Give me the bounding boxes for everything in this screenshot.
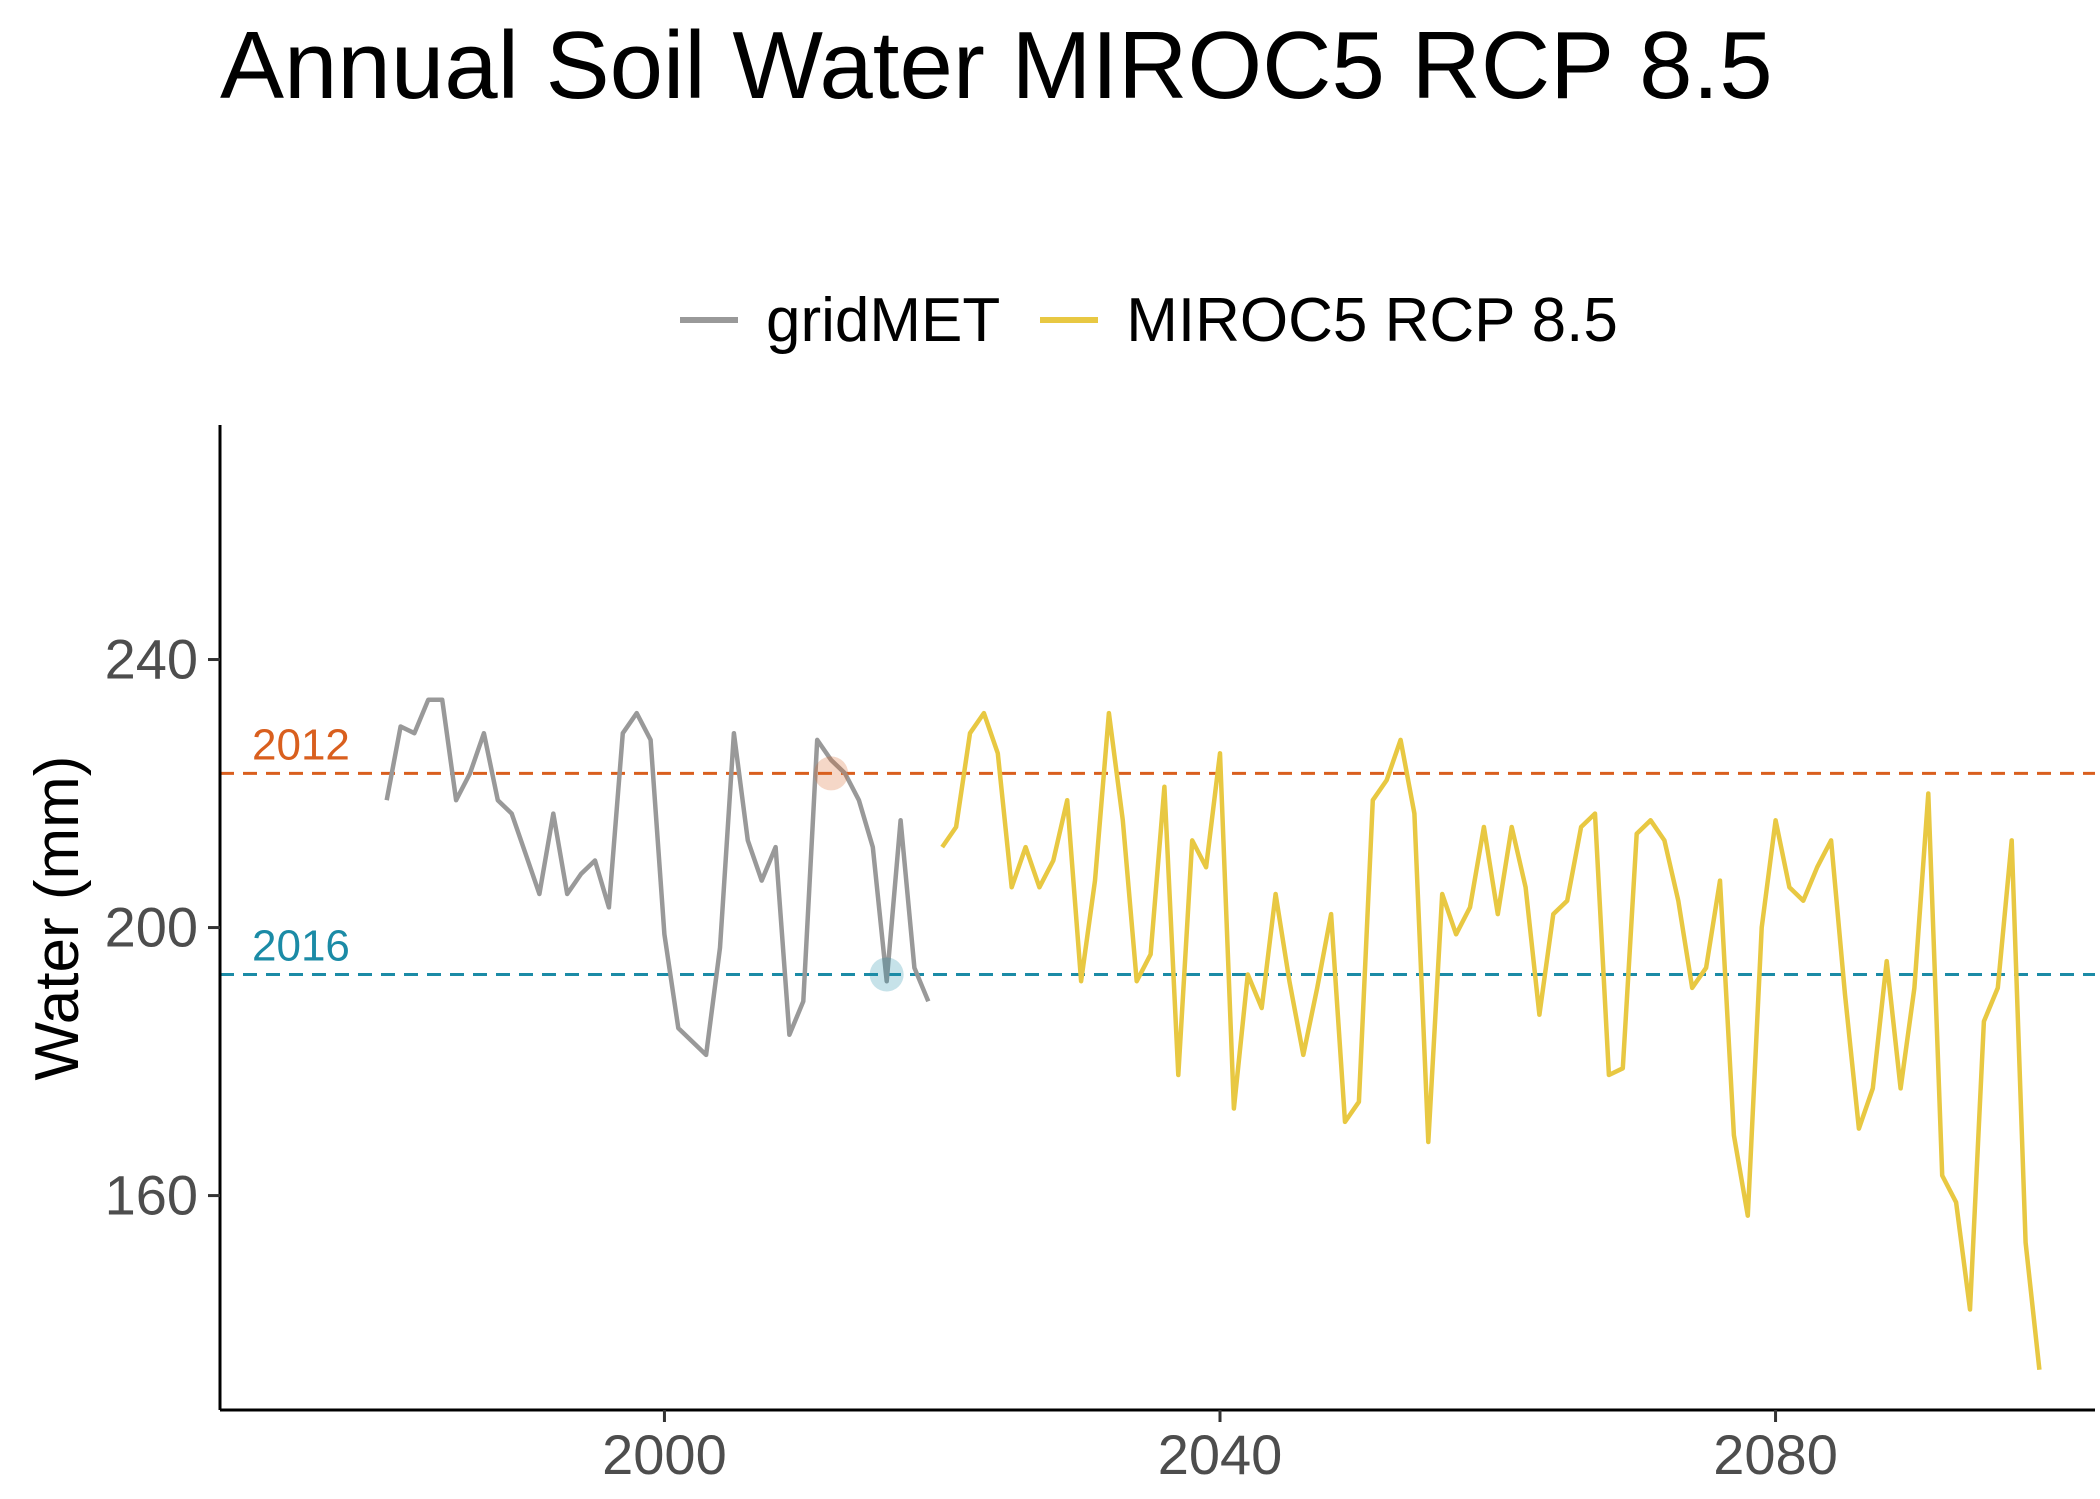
reference-lines: 2012 2016 (220, 720, 2095, 976)
x-tick-label: 2040 (1158, 1423, 1283, 1486)
reference-markers (814, 756, 904, 992)
legend-item-gridmet: gridMET (680, 285, 1000, 356)
x-tick-label: 2080 (1713, 1423, 1838, 1486)
y-axis-title: Water (mm) (23, 756, 92, 1081)
reference-marker-2012 (814, 756, 849, 791)
legend-item-miroc5: MIROC5 RCP 8.5 (1040, 285, 1618, 356)
series-line-0 (384, 697, 931, 1058)
chart-title: Annual Soil Water MIROC5 RCP 8.5 (220, 12, 1773, 119)
legend-label-gridmet: gridMET (766, 285, 1001, 355)
y-axis-ticks: 160 200 240 (105, 628, 220, 1227)
reference-marker-2016 (869, 957, 904, 992)
legend-label-miroc5: MIROC5 RCP 8.5 (1126, 285, 1618, 355)
reference-label-2012: 2012 (252, 720, 350, 769)
series-lines (384, 697, 2042, 1371)
x-tick-label: 2000 (602, 1423, 727, 1486)
x-axis-ticks: 2000 2040 2080 (602, 1410, 1838, 1486)
legend-swatch-miroc5 (1040, 317, 1099, 323)
legend-swatch-gridmet (680, 317, 738, 323)
y-tick-label: 240 (105, 628, 198, 691)
series-line-1 (940, 710, 2042, 1371)
legend: gridMET MIROC5 RCP 8.5 (680, 280, 1658, 360)
reference-label-2016: 2016 (252, 921, 350, 970)
y-tick-label: 200 (105, 896, 198, 959)
y-tick-label: 160 (105, 1164, 198, 1227)
